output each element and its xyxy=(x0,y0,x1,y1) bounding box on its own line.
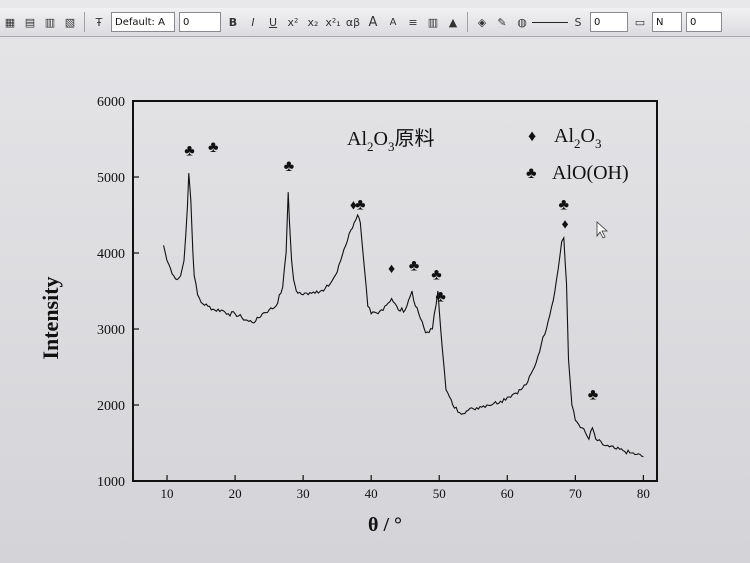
x-axis-label: θ / ° xyxy=(368,514,402,536)
x-tick-label: 10 xyxy=(161,486,174,501)
superscript-button[interactable]: x² xyxy=(287,15,299,29)
font-size-select[interactable]: 0 xyxy=(179,12,221,32)
graph-page: 10 20 30 40 50 60 70 80 1000 2000 3000 4000 5000 6000… xyxy=(0,37,750,563)
peak-marker-aloooh: ♣ xyxy=(208,139,219,156)
legend-label-al2o3-sub1: 2 xyxy=(574,136,581,151)
x-tick-label: 70 xyxy=(569,486,582,501)
y-tick-label: 4000 xyxy=(97,247,125,262)
legend-symbol-club: ♣ xyxy=(526,165,537,182)
rectangle-icon[interactable]: ▭ xyxy=(634,15,646,29)
peak-marker-aloooh: ♣ xyxy=(409,257,420,274)
y-tick-label: 5000 xyxy=(97,171,125,186)
line-color-icon[interactable]: ✎ xyxy=(497,15,507,29)
peak-marker-al2o3: ♦ xyxy=(562,218,569,233)
pattern-icon[interactable]: ▥ xyxy=(427,15,439,29)
peak-marker-aloooh: ♣ xyxy=(559,197,570,214)
fill-color-icon[interactable]: ◈ xyxy=(477,15,487,29)
bold-button[interactable]: B xyxy=(228,15,238,29)
y-tick-label: 3000 xyxy=(97,323,125,338)
legend-label-al2o3-prefix: Al xyxy=(554,125,574,147)
value-field-1[interactable]: 0 xyxy=(590,12,628,32)
y-tick-label: 2000 xyxy=(97,399,125,414)
value-field-1-text: 0 xyxy=(594,16,601,28)
x-tick-label: 60 xyxy=(501,486,514,501)
sample-annotation-mid: O xyxy=(374,128,388,150)
sample-annotation: Al2O3原料 xyxy=(347,127,434,154)
graph-icon[interactable]: ▤ xyxy=(24,15,36,29)
formatting-toolbar: ▦ ▤ ▥ ▧ Ŧ Default: A 0 B I U x² x₂ x²₁ α… xyxy=(0,8,750,37)
peak-marker-aloooh: ♣ xyxy=(284,158,295,175)
peak-marker-aloooh: ♣ xyxy=(431,267,442,284)
value-field-2-text: N xyxy=(656,16,664,28)
peak-marker-aloooh: ♣ xyxy=(184,143,195,160)
italic-button[interactable]: I xyxy=(251,15,255,29)
x-tick-label: 30 xyxy=(297,486,310,501)
xrd-chart: 10 20 30 40 50 60 70 80 1000 2000 3000 4000 5000 6000… xyxy=(38,95,658,536)
font-color-icon[interactable]: ▲ xyxy=(448,15,458,29)
sample-annotation-suffix: 原料 xyxy=(394,127,434,150)
value-field-3[interactable]: 0 xyxy=(686,12,722,32)
grow-font-button[interactable]: A xyxy=(368,14,378,30)
sample-annotation-sub1: 2 xyxy=(367,139,374,154)
sample-annotation-prefix: Al xyxy=(347,128,367,150)
peak-marker-aloooh: ♣ xyxy=(435,289,446,306)
peak-marker-aloooh: ♣ xyxy=(355,197,366,214)
value-field-3-text: 0 xyxy=(690,16,697,28)
intensity-curve xyxy=(163,173,644,458)
font-name-value: Default: A xyxy=(115,16,165,28)
legend: ♦ Al2O3 ♣ AlO(OH) xyxy=(526,125,629,184)
font-name-select[interactable]: Default: A xyxy=(111,12,175,32)
legend-label-al2o3-sub2: 3 xyxy=(595,136,602,151)
peak-markers: ♣ ♣♣♦♣♦ ♣♣♣♣♦♣ xyxy=(184,139,599,404)
layer-icon[interactable]: ▦ xyxy=(4,15,16,29)
greek-button[interactable]: αβ xyxy=(345,15,361,29)
line-size-label: S xyxy=(574,15,582,29)
mouse-cursor-icon xyxy=(596,221,609,239)
font-size-value: 0 xyxy=(183,16,190,28)
value-field-2[interactable]: N xyxy=(652,12,682,32)
y-tick-label: 1000 xyxy=(97,475,125,490)
legend-label-aloooh: AlO(OH) xyxy=(552,162,629,184)
layer-manage-icon[interactable]: ▥ xyxy=(44,15,56,29)
axis-ticks: 10 20 30 40 50 60 70 80 1000 2000 3000 4000 5000 6000 xyxy=(97,95,650,501)
peak-marker-al2o3: ♦ xyxy=(350,199,357,214)
sample-annotation-sub2: 3 xyxy=(388,139,395,154)
peak-marker-al2o3: ♦ xyxy=(388,262,395,277)
peak-marker-aloooh: ♣ xyxy=(588,387,599,404)
supsub-button[interactable]: x²₁ xyxy=(325,15,341,29)
shrink-font-button[interactable]: A xyxy=(389,16,397,28)
legend-label-al2o3-mid: O xyxy=(581,125,595,147)
text-tool-icon[interactable]: Ŧ xyxy=(95,15,103,29)
underline-button[interactable]: U xyxy=(268,15,278,29)
legend-symbol-diamond: ♦ xyxy=(528,128,536,145)
arrange-icon[interactable]: ▧ xyxy=(64,15,76,29)
align-icon[interactable]: ≡ xyxy=(408,15,418,29)
legend-label-al2o3: Al2O3 xyxy=(554,125,601,151)
y-tick-label: 6000 xyxy=(97,95,125,110)
x-tick-label: 40 xyxy=(365,486,378,501)
x-tick-label: 20 xyxy=(229,486,242,501)
line-style-sample[interactable] xyxy=(532,21,568,23)
pattern-fill-icon[interactable]: ◍ xyxy=(517,15,527,29)
toolbar-separator xyxy=(84,12,85,32)
x-tick-label: 50 xyxy=(433,486,446,501)
plot-frame xyxy=(132,100,658,482)
y-axis-label: Intensity xyxy=(38,276,63,359)
subscript-button[interactable]: x₂ xyxy=(307,15,319,29)
toolbar-separator xyxy=(467,12,468,32)
x-tick-label: 80 xyxy=(637,486,650,501)
